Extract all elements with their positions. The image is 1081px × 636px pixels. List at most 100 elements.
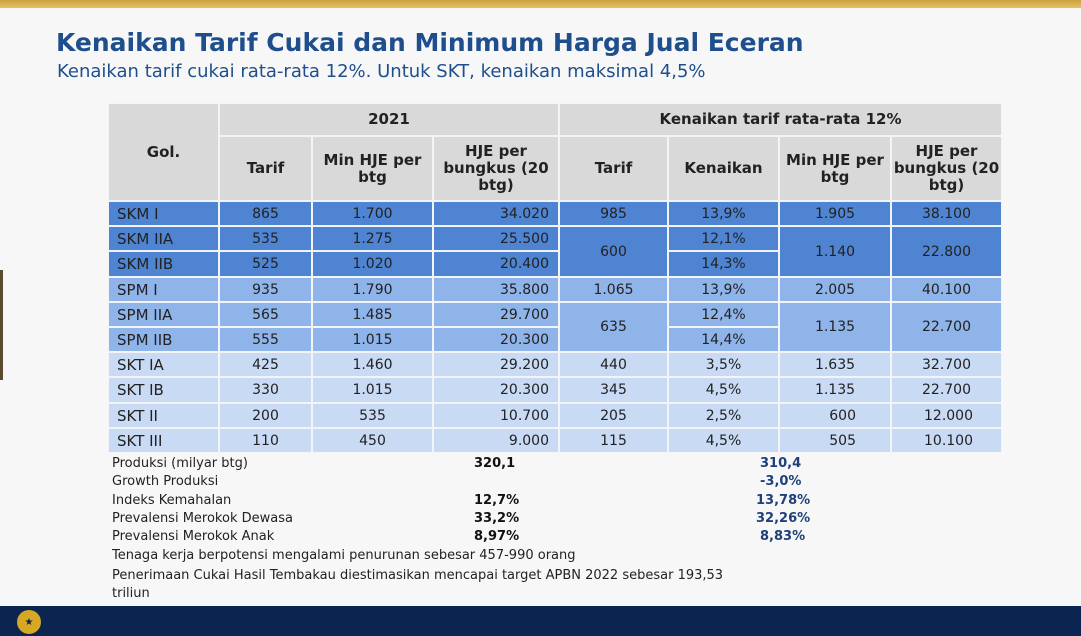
row-min-hje-new: 2.005 <box>779 277 891 302</box>
stat-value-new: 13,78% <box>756 493 811 508</box>
header-hje-bungkus-2021: HJE per bungkus (20 btg) <box>433 136 559 201</box>
header-group-new: Kenaikan tarif rata-rata 12% <box>559 103 1002 136</box>
row-tarif: 555 <box>219 327 312 352</box>
header-tarif-2021: Tarif <box>219 136 312 201</box>
row-hje: 25.500 <box>433 226 559 251</box>
row-hje-new: 32.700 <box>891 352 1002 377</box>
stat-value-2021: 33,2% <box>474 511 520 526</box>
row-hje: 20.300 <box>433 377 559 403</box>
row-hje-new: 38.100 <box>891 201 1002 226</box>
merged-skm2-min-hje-new: 1.140 <box>779 226 891 277</box>
row-hje-new: 12.000 <box>891 403 1002 428</box>
header-gol: Gol. <box>108 103 219 201</box>
row-hje: 20.300 <box>433 327 559 352</box>
row-min-hje-new: 505 <box>779 428 891 453</box>
row-hje-new: 10.100 <box>891 428 1002 453</box>
merged-skm2-tarif-new: 600 <box>559 226 668 277</box>
stat-label: Prevalensi Merokok Anak <box>112 529 275 544</box>
row-kenaikan: 12,4% <box>668 302 779 327</box>
row-tarif: 865 <box>219 201 312 226</box>
row-tarif-new: 205 <box>559 403 668 428</box>
merged-spm2-hje-new: 22.700 <box>891 302 1002 352</box>
footer-bar <box>0 606 1081 636</box>
stat-label: Prevalensi Merokok Dewasa <box>112 511 293 526</box>
row-min-hje-new: 1.135 <box>779 377 891 403</box>
row-min-hje: 450 <box>312 428 433 453</box>
row-tarif: 525 <box>219 251 312 277</box>
row-hje-new: 22.700 <box>891 377 1002 403</box>
row-tarif: 330 <box>219 377 312 403</box>
row-gol: SKM I <box>108 201 219 226</box>
row-tarif: 200 <box>219 403 312 428</box>
stat-value-2021: 12,7% <box>474 493 520 508</box>
row-hje: 9.000 <box>433 428 559 453</box>
merged-skm2-hje-new: 22.800 <box>891 226 1002 277</box>
row-min-hje: 1.790 <box>312 277 433 302</box>
stat-value-new: -3,0% <box>760 474 802 489</box>
stat-value-2021: 8,97% <box>474 529 520 544</box>
stat-value-new: 8,83% <box>760 529 806 544</box>
row-tarif: 425 <box>219 352 312 377</box>
note-line: Tenaga kerja berpotensi mengalami penuru… <box>112 548 576 563</box>
ministry-logo-icon: ★ <box>17 610 41 634</box>
row-gol: SKT IA <box>108 352 219 377</box>
row-hje: 29.700 <box>433 302 559 327</box>
stat-value-new: 32,26% <box>756 511 811 526</box>
page-subtitle: Kenaikan tarif cukai rata-rata 12%. Untu… <box>57 61 706 82</box>
row-kenaikan: 14,4% <box>668 327 779 352</box>
row-hje-new: 40.100 <box>891 277 1002 302</box>
header-group-2021: 2021 <box>219 103 559 136</box>
row-tarif: 535 <box>219 226 312 251</box>
row-hje: 29.200 <box>433 352 559 377</box>
header-min-hje-new: Min HJE per btg <box>779 136 891 201</box>
row-min-hje: 1.020 <box>312 251 433 277</box>
row-hje: 10.700 <box>433 403 559 428</box>
row-gol: SKM IIA <box>108 226 219 251</box>
row-tarif-new: 115 <box>559 428 668 453</box>
row-kenaikan: 12,1% <box>668 226 779 251</box>
left-edge-decoration <box>0 270 3 380</box>
row-tarif-new: 1.065 <box>559 277 668 302</box>
row-kenaikan: 13,9% <box>668 277 779 302</box>
row-kenaikan: 2,5% <box>668 403 779 428</box>
stat-label: Growth Produksi <box>112 474 219 489</box>
row-kenaikan: 3,5% <box>668 352 779 377</box>
row-hje: 20.400 <box>433 251 559 277</box>
row-min-hje: 1.460 <box>312 352 433 377</box>
row-tarif-new: 440 <box>559 352 668 377</box>
merged-spm2-min-hje-new: 1.135 <box>779 302 891 352</box>
row-gol: SPM I <box>108 277 219 302</box>
row-tarif: 565 <box>219 302 312 327</box>
row-tarif-new: 985 <box>559 201 668 226</box>
row-min-hje: 535 <box>312 403 433 428</box>
row-min-hje-new: 1.635 <box>779 352 891 377</box>
header-kenaikan: Kenaikan <box>668 136 779 201</box>
stat-label: Indeks Kemahalan <box>112 493 232 508</box>
stat-label: Produksi (milyar btg) <box>112 456 248 471</box>
row-min-hje: 1.015 <box>312 327 433 352</box>
row-gol: SKT II <box>108 403 219 428</box>
header-min-hje-2021: Min HJE per btg <box>312 136 433 201</box>
row-gol: SKT IB <box>108 377 219 403</box>
row-gol: SPM IIA <box>108 302 219 327</box>
header-tarif-new: Tarif <box>559 136 668 201</box>
header-hje-bungkus-new: HJE per bungkus (20 btg) <box>891 136 1002 201</box>
row-kenaikan: 13,9% <box>668 201 779 226</box>
row-kenaikan: 4,5% <box>668 377 779 403</box>
row-gol: SKT III <box>108 428 219 453</box>
row-tarif: 935 <box>219 277 312 302</box>
stat-value-2021: 320,1 <box>474 456 516 471</box>
page-title: Kenaikan Tarif Cukai dan Minimum Harga J… <box>56 28 804 57</box>
row-kenaikan: 14,3% <box>668 251 779 277</box>
note-line: triliun <box>112 586 150 601</box>
row-min-hje: 1.485 <box>312 302 433 327</box>
stat-value-new: 310,4 <box>760 456 802 471</box>
merged-spm2-tarif-new: 635 <box>559 302 668 352</box>
row-min-hje: 1.275 <box>312 226 433 251</box>
row-tarif: 110 <box>219 428 312 453</box>
row-gol: SKM IIB <box>108 251 219 277</box>
row-min-hje: 1.015 <box>312 377 433 403</box>
row-min-hje: 1.700 <box>312 201 433 226</box>
top-accent-line <box>0 0 1081 8</box>
row-min-hje-new: 1.905 <box>779 201 891 226</box>
